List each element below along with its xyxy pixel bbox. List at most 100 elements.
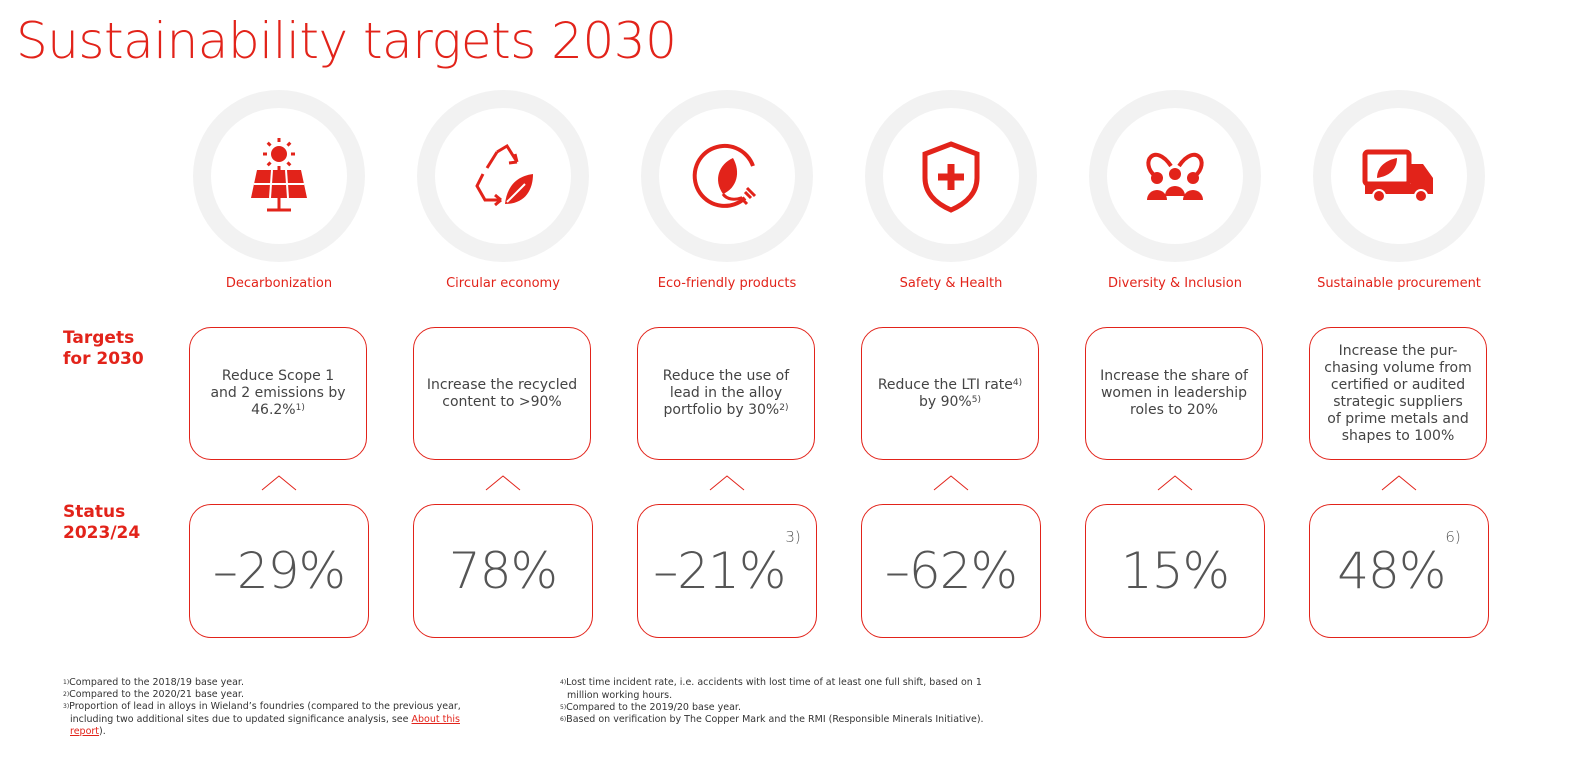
icon-part (286, 141, 292, 147)
target-line: Reduce Scope 1 (210, 368, 345, 385)
target-line: women in leadership (1100, 385, 1248, 402)
icon-part (922, 141, 980, 213)
footnote-ref: 4) (1012, 377, 1023, 388)
footnote: 1)Compared to the 2018/19 base year. (63, 677, 480, 690)
icon-part (254, 169, 304, 199)
category-label: Circular economy (446, 276, 560, 291)
target-line: and 2 emissions by (210, 385, 345, 402)
icon-part (1372, 189, 1386, 203)
icon-part (1169, 168, 1181, 180)
footnote: 4)Lost time incident rate, i.e. accident… (560, 677, 987, 702)
chevron (1381, 475, 1417, 491)
icon (922, 141, 980, 213)
chevron (1157, 475, 1193, 491)
target-line: chasing volume from (1324, 360, 1471, 377)
icon-part (286, 161, 292, 167)
title: Sustainability targets 2030 (16, 12, 677, 70)
status-text: –62% (884, 542, 1018, 600)
target-line: Increase the recycled (427, 377, 577, 394)
target-text: Increase the recycled content to >90% (427, 377, 577, 411)
target-line: portfolio by 30%2) (663, 402, 789, 419)
target-line-text: of prime metals and (1327, 410, 1469, 427)
target-line-text: Increase the share of (1100, 368, 1248, 384)
target-line: strategic suppliers (1324, 394, 1471, 411)
footnote-marker: 5) (560, 704, 567, 711)
target-box: Increase the share of women in leadership… (1085, 327, 1263, 460)
target-line-text: Increase the recycled (426, 376, 578, 393)
icon (1362, 149, 1433, 203)
footnote-ref: 2) (779, 403, 789, 413)
target-box: Increase the pur-chasing volume from cert… (1309, 327, 1487, 460)
category-label: Eco-friendly products (657, 276, 797, 291)
target-box: Reduce the use of lead in the alloy portfo… (637, 327, 815, 460)
target-line-text: portfolio by 30% (663, 402, 780, 418)
target-box: Reduce Scope 1 and 2 emissions by 46.2%1) (189, 327, 367, 460)
status-text: –29% (212, 542, 346, 600)
chevron (485, 475, 521, 491)
status-box: 48%6) (1309, 504, 1489, 638)
status-text: 48% (1337, 542, 1446, 600)
footnote-text: Proportion of lead in alloys in Wieland’… (69, 701, 461, 725)
status-value: –21%3) (653, 528, 801, 600)
target-text: Reduce Scope 1 and 2 emissions by 46.2%1) (210, 368, 345, 419)
chevron (709, 475, 745, 491)
row-label-line: Targets (63, 328, 135, 348)
footnote-ref: 6) (1445, 528, 1461, 546)
target-line-text: Increase the pur- (1338, 342, 1458, 359)
target-line: shapes to 100% (1324, 428, 1471, 445)
icon-part (1165, 186, 1185, 196)
target-line: Increase the share of (1100, 368, 1248, 385)
footnote-ref: 5) (971, 394, 981, 405)
icon-part (1377, 158, 1397, 178)
status-box: 15% (1085, 504, 1265, 638)
status-text: –21% (653, 542, 786, 600)
status-box: –21%3) (637, 504, 817, 638)
icon-part (1151, 172, 1163, 184)
target-line-text: certified or audited (1330, 376, 1466, 393)
status-text: 15% (1120, 542, 1230, 600)
target-line: certified or audited (1324, 377, 1471, 394)
target-line-text: and 2 emissions by (210, 385, 346, 401)
target-text: Increase the share of women in leadership… (1100, 368, 1248, 419)
footnote: 5)Compared to the 2019/20 base year. (560, 702, 987, 715)
footnote-ref: 3) (785, 528, 801, 546)
row-label-line: Status (63, 502, 126, 522)
category-label: Diversity & Inclusion (1108, 276, 1242, 291)
status-value: –62% (884, 542, 1018, 600)
category-label: Decarbonization (225, 276, 333, 291)
footnote: 3)Proportion of lead in alloys in Wielan… (63, 701, 480, 739)
icon-part (721, 186, 757, 206)
decoration (193, 90, 1485, 491)
status-value: 48%6) (1337, 528, 1461, 600)
target-line: of prime metals and (1324, 411, 1471, 428)
icon (475, 143, 533, 207)
status-value: 78% (448, 542, 558, 600)
category-label: Safety & Health (899, 276, 1003, 291)
target-text: Reduce the use of lead in the alloy portfo… (663, 368, 789, 419)
footnote-text: Compared to the 2019/20 base year. (566, 702, 741, 713)
status-text: 78% (448, 542, 558, 600)
target-line-text: content to >90% (442, 393, 562, 410)
footnote-text: Based on verification by The Copper Mark… (566, 714, 984, 725)
row-label-line: for 2030 (63, 349, 144, 369)
target-line: Reduce the use of (663, 368, 789, 385)
target-line-text: strategic suppliers (1333, 393, 1463, 410)
footnote-link[interactable]: About this report (70, 713, 460, 738)
target-line-text: Reduce Scope 1 (221, 368, 335, 384)
icon-part (475, 143, 519, 207)
target-line: roles to 20% (1100, 402, 1248, 419)
footnote-marker: 6) (560, 716, 567, 723)
icon-part (718, 158, 738, 194)
icon-part (1147, 190, 1167, 200)
category-label: Sustainable procurement (1317, 276, 1481, 291)
target-text: Reduce the LTI rate4) by 90%5) (878, 377, 1022, 411)
target-line: 46.2%1) (210, 402, 345, 419)
status-value: –29% (212, 542, 346, 600)
footnote-marker: 3) (63, 703, 70, 710)
icon-part (1146, 152, 1204, 178)
status-value: 15% (1120, 542, 1230, 600)
target-line: Reduce the LTI rate4) (878, 377, 1022, 394)
footnote: 2)Compared to the 2020/21 base year. (63, 689, 480, 702)
target-line-text: 46.2% (251, 402, 296, 418)
chevron (933, 475, 969, 491)
